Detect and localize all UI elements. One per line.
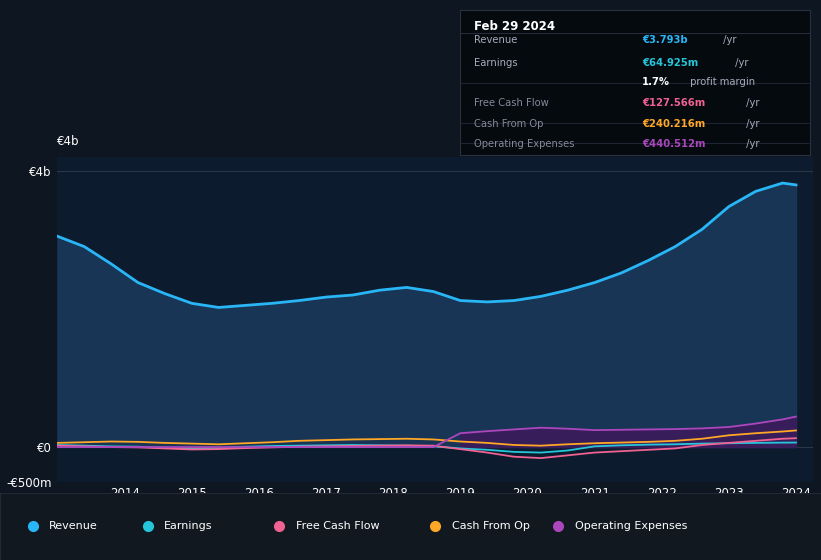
- Text: Revenue: Revenue: [474, 35, 517, 45]
- Text: €240.216m: €240.216m: [642, 119, 705, 129]
- Text: €440.512m: €440.512m: [642, 139, 705, 149]
- Text: Operating Expenses: Operating Expenses: [474, 139, 575, 149]
- Text: Feb 29 2024: Feb 29 2024: [474, 20, 555, 33]
- Text: /yr: /yr: [743, 139, 759, 149]
- Text: 1.7%: 1.7%: [642, 77, 670, 87]
- Text: Earnings: Earnings: [474, 58, 517, 68]
- Text: Free Cash Flow: Free Cash Flow: [474, 99, 548, 109]
- Text: /yr: /yr: [720, 35, 737, 45]
- Text: Cash From Op: Cash From Op: [452, 521, 530, 531]
- Text: Free Cash Flow: Free Cash Flow: [296, 521, 379, 531]
- Text: €127.566m: €127.566m: [642, 99, 705, 109]
- Text: /yr: /yr: [732, 58, 748, 68]
- Text: /yr: /yr: [743, 99, 759, 109]
- Text: Operating Expenses: Operating Expenses: [575, 521, 687, 531]
- Text: €4b: €4b: [57, 136, 80, 148]
- Text: €64.925m: €64.925m: [642, 58, 698, 68]
- Text: Revenue: Revenue: [49, 521, 98, 531]
- Text: profit margin: profit margin: [687, 77, 755, 87]
- Text: Cash From Op: Cash From Op: [474, 119, 544, 129]
- Text: €3.793b: €3.793b: [642, 35, 688, 45]
- Text: Earnings: Earnings: [164, 521, 213, 531]
- Text: /yr: /yr: [743, 119, 759, 129]
